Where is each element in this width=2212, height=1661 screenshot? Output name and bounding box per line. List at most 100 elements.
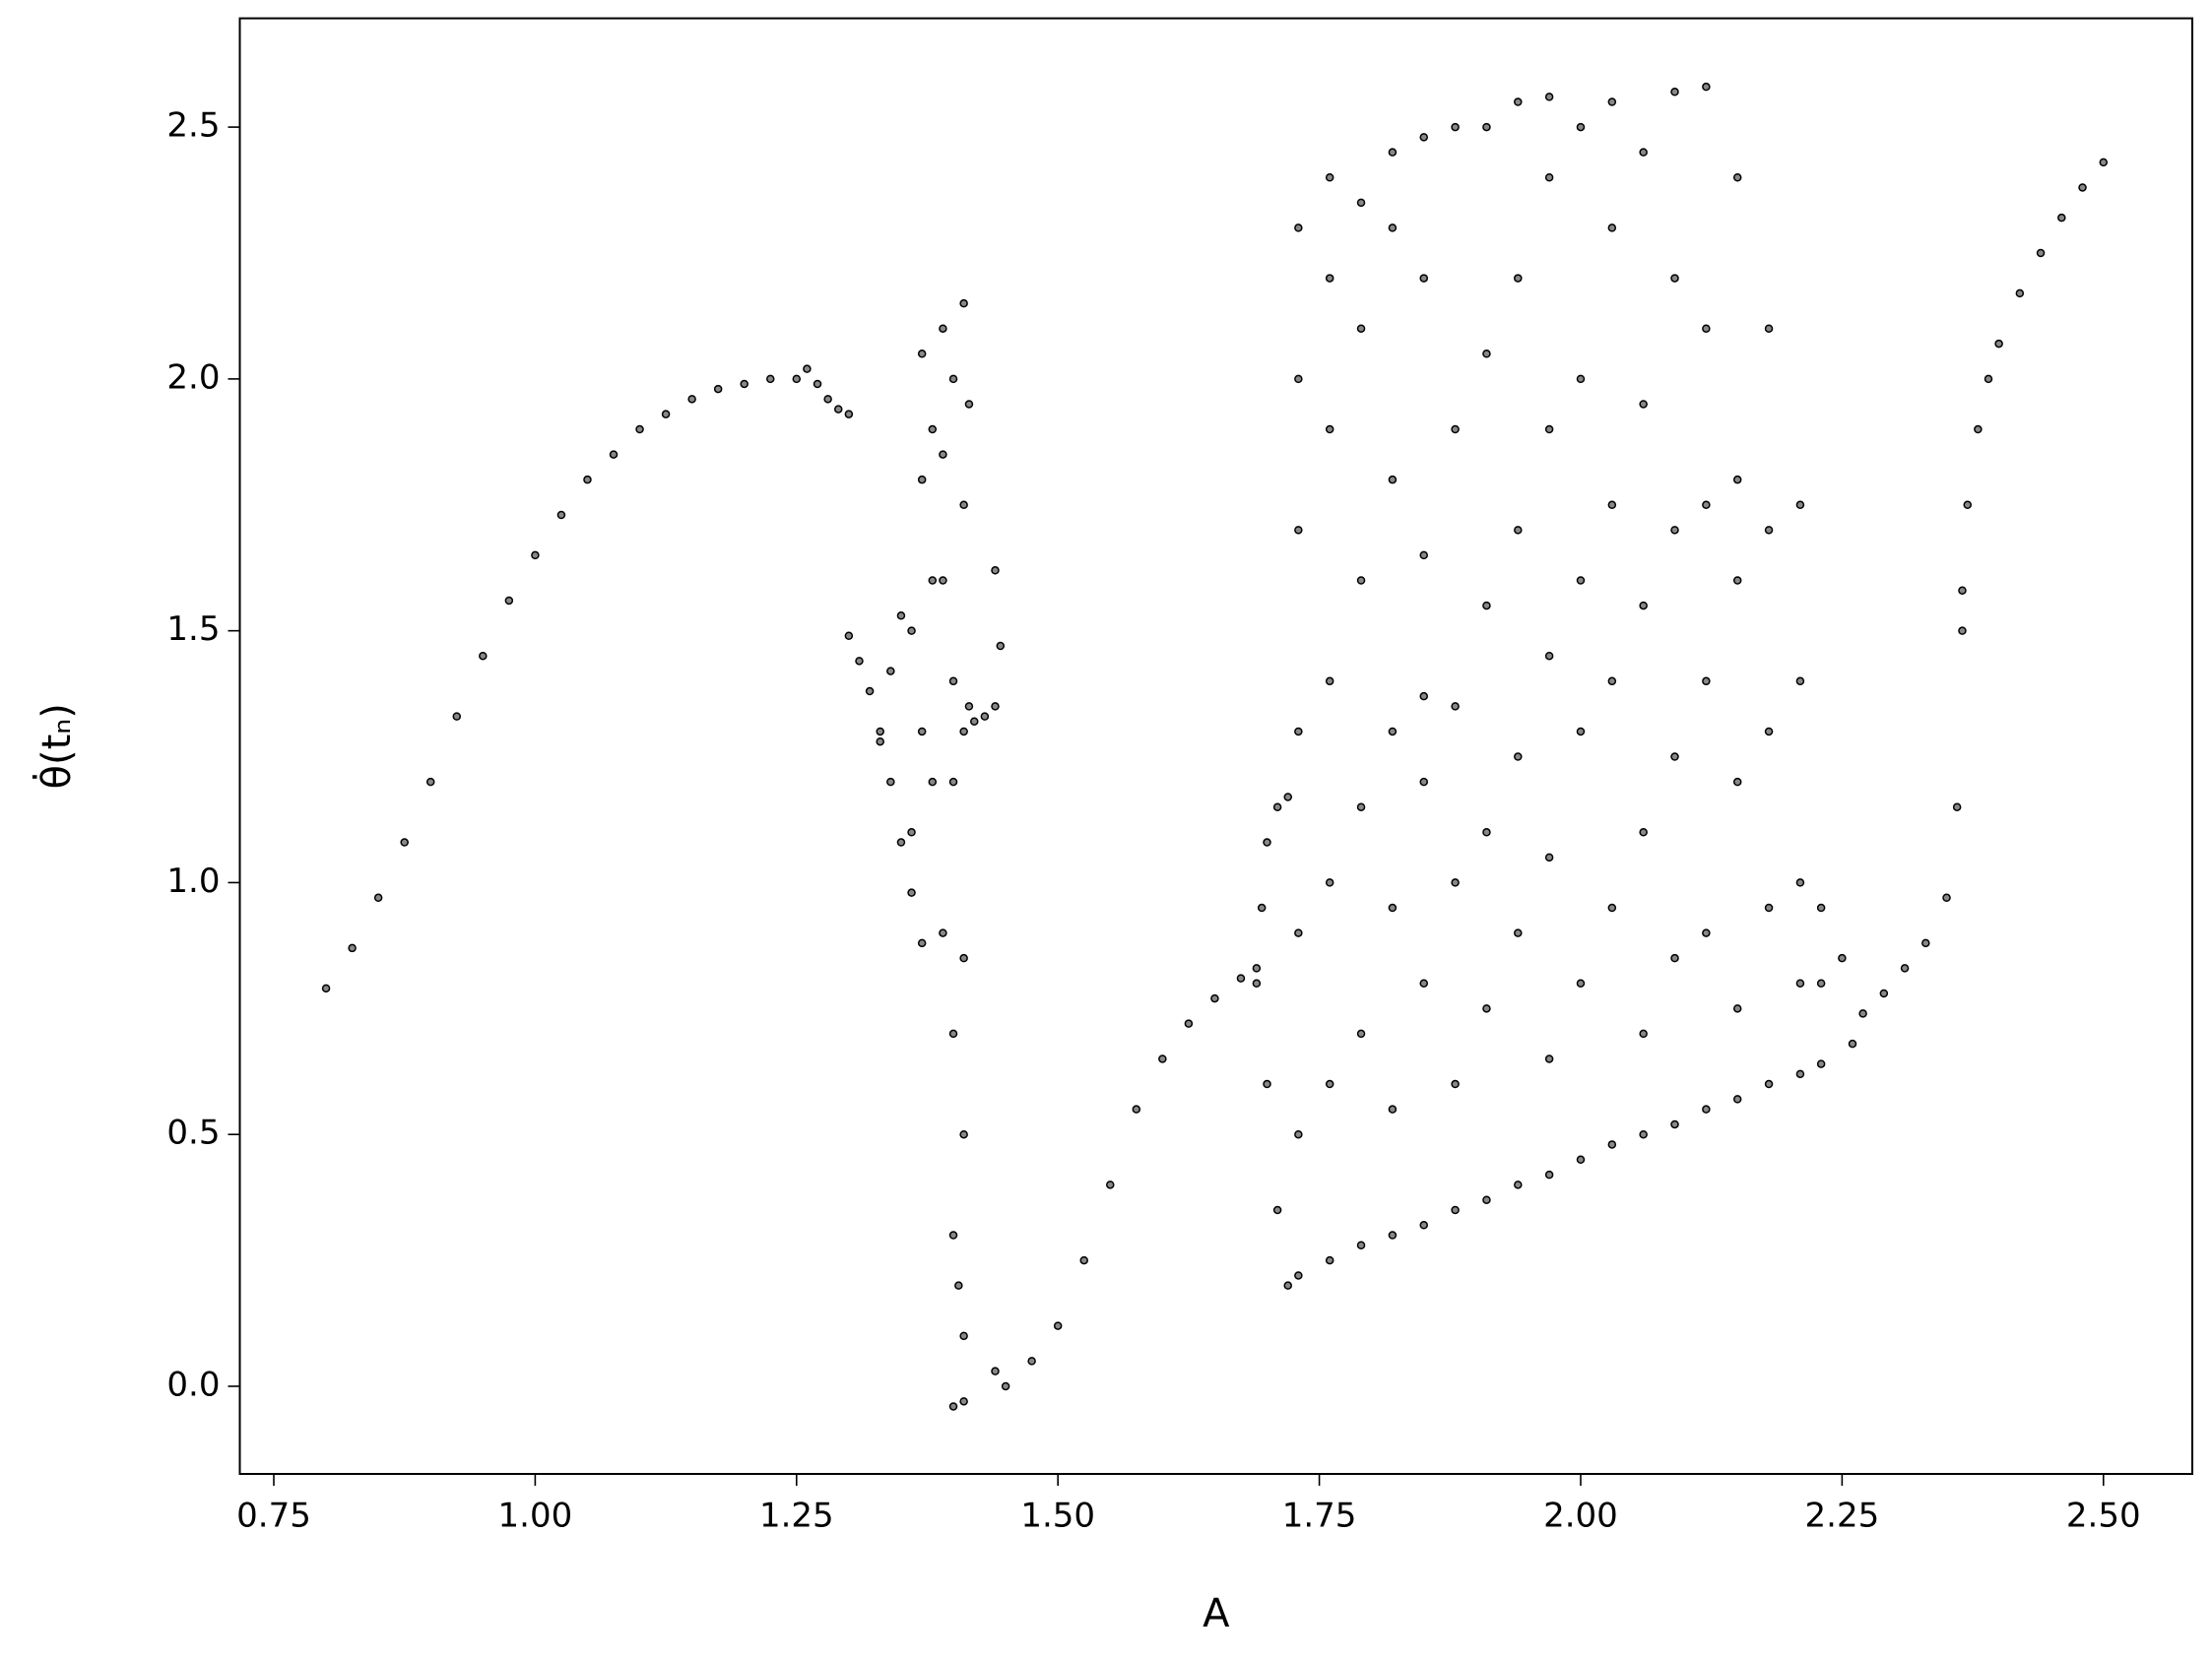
point [1001, 1381, 1010, 1391]
point [1079, 1255, 1088, 1265]
point [1419, 274, 1428, 283]
point [991, 702, 1000, 711]
point [1702, 676, 1711, 686]
point [1356, 576, 1366, 585]
point [1263, 838, 1271, 847]
point [661, 410, 671, 418]
point [766, 374, 775, 384]
point [1257, 903, 1267, 913]
point [1732, 1004, 1742, 1013]
point [635, 424, 644, 434]
point [907, 626, 916, 635]
point [1576, 122, 1586, 132]
point [954, 1281, 963, 1290]
point [1419, 1221, 1428, 1230]
point [452, 712, 462, 721]
point [917, 475, 927, 484]
point [907, 888, 916, 897]
point [1958, 626, 1967, 635]
point [928, 777, 938, 787]
point [1325, 1255, 1334, 1265]
point [1670, 1119, 1679, 1129]
point [348, 943, 357, 953]
point [1732, 173, 1742, 182]
point [917, 727, 927, 736]
point [1639, 828, 1648, 837]
point [1272, 1205, 1282, 1215]
point [1732, 576, 1742, 585]
point [939, 928, 947, 937]
point [948, 676, 958, 686]
point [1451, 1079, 1460, 1089]
point [803, 364, 812, 373]
point [1294, 1271, 1303, 1280]
point [948, 777, 958, 787]
point [959, 298, 968, 308]
point [939, 324, 947, 333]
point [1482, 1004, 1491, 1013]
point [1236, 974, 1246, 983]
point [1607, 903, 1617, 913]
point [1639, 601, 1648, 610]
point [1325, 424, 1334, 434]
point [1325, 274, 1334, 283]
point [1607, 1140, 1617, 1149]
point [504, 596, 514, 606]
point [1027, 1357, 1036, 1366]
point [713, 384, 723, 394]
point [425, 777, 435, 787]
point [1451, 702, 1460, 711]
point [1764, 324, 1774, 333]
point [939, 450, 947, 459]
point [1942, 893, 1951, 903]
point [1764, 903, 1774, 913]
point [1952, 802, 1962, 811]
y-tick-label: 1.0 [166, 862, 220, 901]
point [1184, 1019, 1194, 1028]
point [1607, 500, 1617, 510]
point [948, 1231, 958, 1240]
x-tick-label: 1.25 [759, 1497, 834, 1536]
point [1576, 979, 1586, 988]
point [1388, 727, 1398, 736]
point [1607, 97, 1617, 106]
point [2036, 248, 2046, 258]
point [1325, 676, 1334, 686]
point [886, 667, 895, 675]
point [939, 576, 947, 585]
point [1132, 1105, 1141, 1114]
point [1482, 828, 1491, 837]
point [1732, 1095, 1742, 1104]
point [1325, 878, 1334, 887]
point [1795, 979, 1805, 988]
point [1544, 173, 1554, 182]
point [531, 550, 540, 560]
point [1576, 727, 1586, 736]
point [1106, 1181, 1115, 1189]
y-axis-label: θ̇(tₙ) [32, 703, 80, 789]
point [1963, 500, 1973, 510]
point [1544, 1054, 1554, 1063]
point [823, 395, 832, 404]
point [1795, 500, 1805, 510]
point [855, 657, 864, 666]
y-tick-label: 1.5 [166, 609, 220, 649]
point [609, 450, 618, 459]
point [1451, 878, 1460, 887]
point [1419, 133, 1428, 142]
point [373, 893, 383, 903]
point [928, 576, 938, 585]
point [1838, 953, 1847, 963]
point [792, 374, 802, 384]
point [1356, 198, 1366, 208]
x-axis-label: A [1203, 1591, 1230, 1636]
point [959, 1129, 968, 1139]
x-tick-label: 1.00 [498, 1497, 573, 1536]
point [959, 727, 968, 736]
point [1607, 676, 1617, 686]
point [1388, 224, 1398, 232]
point [687, 395, 696, 404]
point [1419, 979, 1428, 988]
